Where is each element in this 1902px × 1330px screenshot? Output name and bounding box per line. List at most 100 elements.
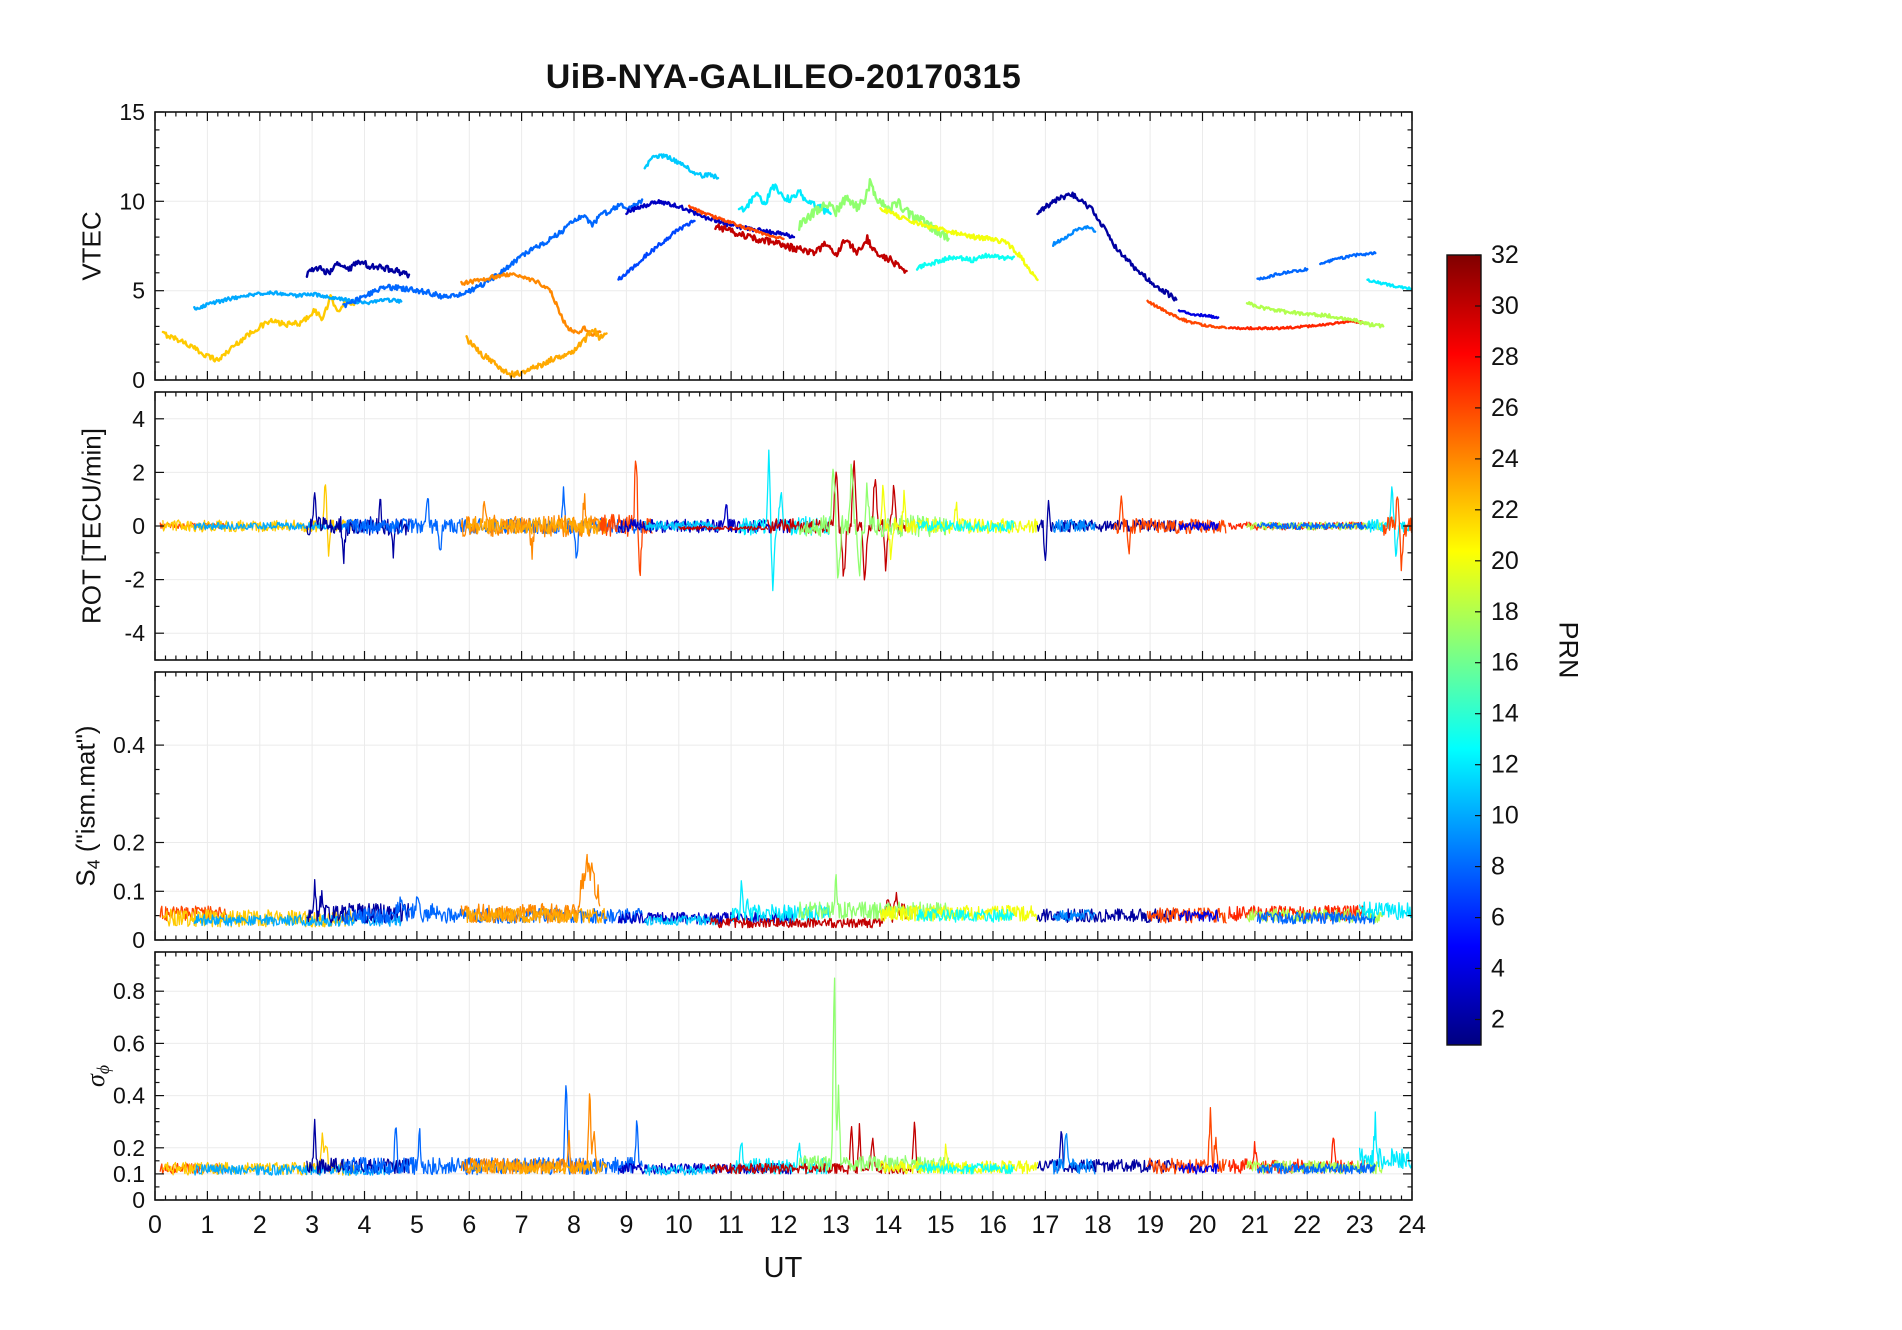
rot-series-prn-9 (1052, 518, 1096, 533)
rot-series-prn-20 (879, 484, 1039, 561)
vtec-series-prn-23 (465, 327, 608, 379)
sigma-phi-series-prn-8 (1256, 1162, 1376, 1175)
colorbar-tick-label: 24 (1491, 445, 1519, 473)
vtec-series-prn-20 (879, 207, 1039, 282)
rot-ytick-label: 2 (132, 459, 145, 485)
rot-series-prn-8 (1256, 521, 1376, 531)
s4-series-prn-10 (193, 914, 402, 927)
vtec-series-prn-8 (1256, 267, 1309, 281)
xtick-label: 20 (1189, 1211, 1217, 1239)
colorbar-tick-label: 4 (1491, 955, 1505, 983)
sigma-phi-ytick-label: 0.4 (113, 1083, 145, 1109)
vtec-series-prn-8 (342, 198, 644, 309)
xtick-label: 18 (1084, 1211, 1112, 1239)
vtec-series-prn-24 (460, 272, 602, 337)
rot-axis-label: ROT [TECU/min] (77, 428, 108, 624)
colorbar-tick-label: 8 (1491, 853, 1505, 881)
xtick-label: 24 (1398, 1211, 1426, 1239)
vtec-series-prn-17 (798, 178, 950, 242)
x-axis-label: UT (763, 1252, 803, 1284)
vtec-series-prn-2 (305, 259, 411, 279)
xtick-label: 8 (567, 1211, 581, 1239)
s4-series-prn-4 (1178, 909, 1219, 922)
s4-ytick-label: 0 (132, 927, 145, 953)
vtec-ytick-label: 5 (132, 278, 145, 304)
s4-ytick-labels: 0 0.1 0.2 0.4 (113, 732, 145, 953)
colorbar-tick-label: 6 (1491, 904, 1505, 932)
s4-panel: 0 0.1 0.2 0.4 (113, 671, 1413, 953)
xtick-label: 17 (1031, 1211, 1059, 1239)
vtec-axis-label-text: VTEC (76, 211, 107, 281)
xtick-label: 11 (718, 1211, 744, 1239)
vtec-series-prn-8 (1319, 251, 1377, 266)
sigma-phi-axis-label: σϕ (81, 1065, 113, 1087)
sigma-phi-series-prn-12 (1358, 1111, 1412, 1170)
xtick-label: 10 (665, 1211, 693, 1239)
colorbar-tick-label: 10 (1491, 802, 1519, 830)
rot-series-prn-11 (644, 520, 719, 532)
s4-axis-label-rest: ("ism.mat") (70, 725, 101, 860)
vtec-ytick-label: 15 (119, 99, 145, 125)
s4-series-prn-12 (1358, 901, 1412, 921)
rot-ticks (154, 391, 1413, 661)
vtec-ytick-labels: 0 5 10 15 (119, 99, 145, 393)
sigma-phi-series-prn-24 (460, 1093, 601, 1175)
rot-panel: -4 -2 0 2 4 (125, 391, 1413, 661)
vtec-series-prn-30 (714, 223, 908, 274)
colorbar-label: PRN (1553, 621, 1584, 679)
s4-ytick-label: 0.1 (113, 878, 145, 904)
colorbar-tick-label: 20 (1491, 547, 1519, 575)
xtick-label: 22 (1293, 1211, 1321, 1239)
sigma-phi-series-prn-12 (730, 1142, 831, 1175)
xtick-label: 3 (305, 1211, 319, 1239)
vtec-ticks (154, 111, 1413, 381)
chart-title: UiB-NYA-GALILEO-20170315 (545, 58, 1022, 96)
sigma-phi-ytick-label: 0 (132, 1187, 145, 1213)
s4-series-prn-12 (730, 880, 831, 923)
s4-series-prn-24 (460, 853, 601, 924)
sigma-phi-series-group (159, 977, 1412, 1176)
vtec-series-prn-27 (1227, 319, 1367, 331)
sigma-phi-ytick-labels: 00.10.2 0.4 0.6 0.8 (113, 978, 145, 1213)
vtec-grid (155, 112, 1412, 380)
xtick-label: 6 (462, 1211, 476, 1239)
rot-ytick-label: -2 (125, 567, 145, 593)
vtec-series-prn-18 (1245, 301, 1385, 329)
sigma-phi-panel: 00.10.20.40.60.80 1 2 3 4 5 6 7 8 9 10 11 12 13 14 15 16… (113, 951, 1426, 1239)
vtec-series-prn-7 (617, 219, 696, 281)
rot-ytick-label: 0 (132, 513, 145, 539)
colorbar-tick-label: 12 (1491, 751, 1519, 779)
s4-series-prn-9 (1052, 909, 1096, 922)
colorbar-tick-label: 14 (1491, 700, 1519, 728)
xtick-label: 19 (1136, 1211, 1164, 1239)
sigma-phi-ytick-label: 0.1 (113, 1161, 145, 1187)
vtec-series-prn-22 (161, 294, 356, 363)
xtick-label: 2 (253, 1211, 267, 1239)
rot-ytick-label: 4 (132, 406, 145, 432)
s4-series-group (159, 853, 1412, 929)
sigma-phi-series-prn-4 (1178, 1162, 1219, 1175)
sigma-phi-grid (155, 952, 1412, 1200)
colorbar-tick-label: 22 (1491, 496, 1519, 524)
rot-series-prn-30 (767, 460, 907, 581)
xtick-label: 7 (515, 1211, 529, 1239)
rot-series-prn-30 (678, 525, 769, 531)
s4-axis-label-sub: 4 (83, 859, 104, 870)
sigma-phi-series-prn-23 (465, 1160, 608, 1175)
rot-ytick-label: -4 (125, 620, 146, 646)
vtec-series-prn-9 (1052, 225, 1097, 247)
rot-series-prn-23 (465, 517, 608, 535)
rot-series-prn-13 (916, 519, 1015, 532)
rot-series-prn-2 (306, 492, 410, 565)
sigma-phi-ytick-label: 0.8 (113, 978, 145, 1004)
s4-series-prn-30 (709, 891, 908, 929)
sigma-phi-ytick-label: 0.6 (113, 1030, 145, 1056)
xtick-label: 16 (979, 1211, 1007, 1239)
xtick-label: 1 (200, 1211, 214, 1239)
rot-series-group (159, 449, 1412, 592)
colorbar-tick-label: 16 (1491, 649, 1519, 677)
rot-series-prn-2 (1036, 499, 1177, 562)
